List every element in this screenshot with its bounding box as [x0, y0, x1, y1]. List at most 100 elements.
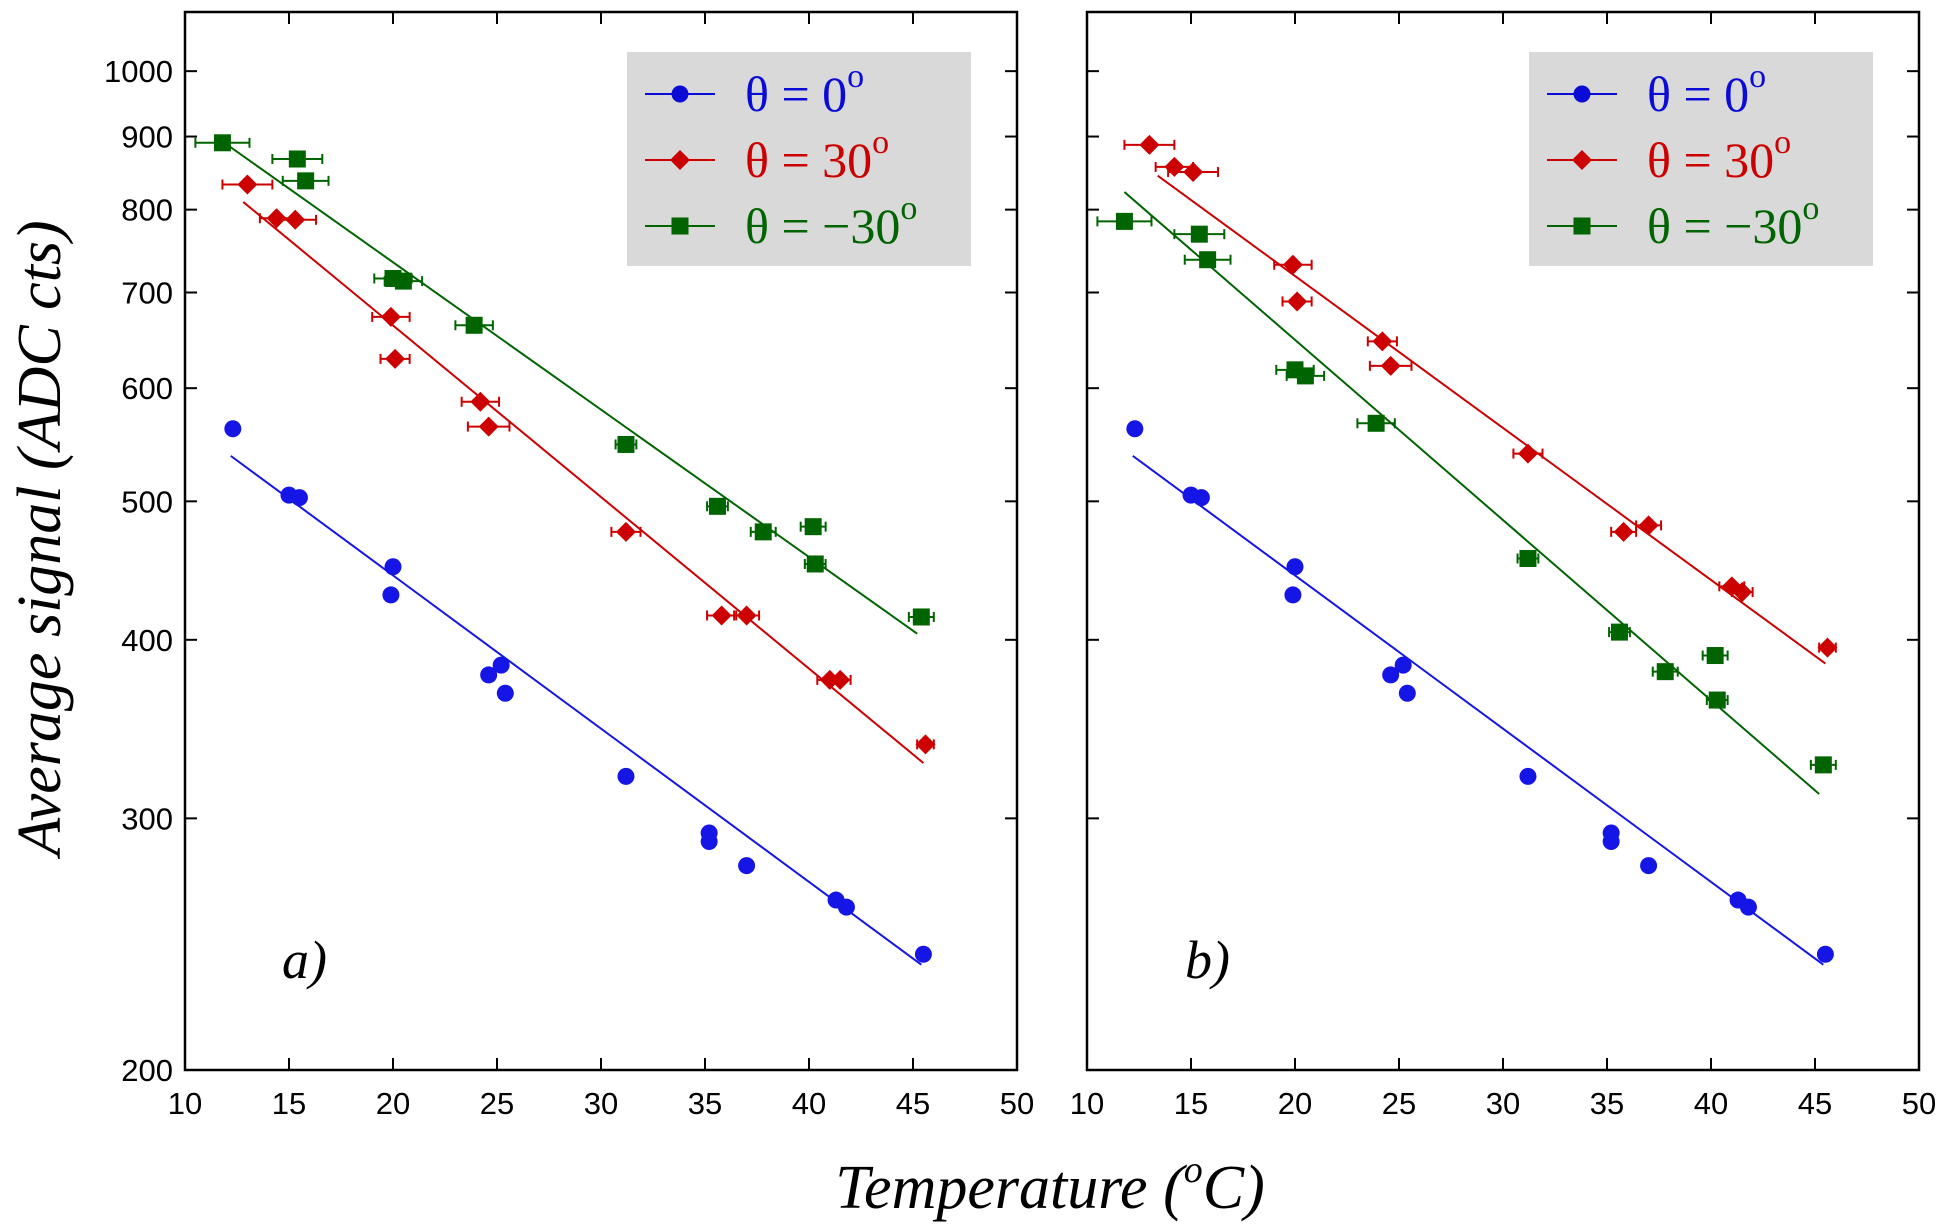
data-point	[1814, 756, 1832, 774]
data-point	[1282, 254, 1303, 275]
data-point	[806, 555, 824, 573]
legend-label: θ = 30o	[1647, 124, 1791, 188]
legend-label: θ = −30o	[745, 190, 917, 254]
legend-label-sup: o	[872, 124, 889, 161]
data-point	[1394, 656, 1412, 674]
data-point	[804, 518, 822, 536]
data-point	[1602, 833, 1620, 851]
data-point	[290, 489, 308, 507]
panel-a: 10 15 20 25 30 35 40 45 50 200 300 400 500 600 700 800 9…	[104, 10, 1034, 1121]
data-point	[617, 767, 635, 785]
x-tick-label: 35	[688, 1086, 722, 1121]
data-point	[1367, 414, 1385, 432]
data-point	[1372, 331, 1393, 352]
data-point	[711, 605, 732, 626]
data-point	[617, 435, 635, 453]
data-point	[1380, 355, 1401, 376]
x-tick-label: 40	[1694, 1086, 1728, 1121]
x-tick-label: 45	[1798, 1086, 1832, 1121]
legend-label-sup: o	[1749, 58, 1766, 95]
data-point	[385, 348, 406, 369]
data-point	[700, 833, 718, 851]
data-point	[1287, 291, 1308, 312]
data-point	[1192, 489, 1210, 507]
y-tick-label: 1000	[104, 54, 173, 89]
legend-label-text: θ = 30	[745, 132, 872, 188]
legend-marker	[671, 217, 689, 235]
x-tick-label: 20	[376, 1086, 410, 1121]
fit-line	[1157, 174, 1826, 665]
data-point	[615, 521, 636, 542]
data-point	[382, 586, 400, 604]
data-point	[1382, 666, 1400, 684]
data-point	[380, 306, 401, 327]
legend-label-text: θ = 0	[745, 66, 847, 122]
legend-marker	[1572, 150, 1592, 170]
data-point	[1739, 898, 1757, 916]
panel-label: a)	[282, 930, 327, 990]
data-point	[1519, 550, 1537, 568]
fit-line	[230, 455, 922, 966]
x-tick-label: 25	[480, 1086, 514, 1121]
data-point	[1183, 162, 1204, 183]
x-axis-title-unit: C)	[1203, 1154, 1265, 1222]
data-point	[708, 497, 726, 515]
data-point	[736, 605, 757, 626]
data-point	[1199, 251, 1217, 269]
data-point	[237, 174, 258, 195]
data-point	[285, 209, 306, 230]
legend-label: θ = 30o	[745, 124, 889, 188]
data-point	[1656, 663, 1674, 681]
x-tick-label: 15	[1174, 1086, 1208, 1121]
data-point	[1640, 857, 1658, 875]
data-point	[1816, 945, 1834, 963]
y-axis-title: Average signal (ADC cts)	[6, 220, 74, 859]
x-tick-label: 10	[1070, 1086, 1104, 1121]
data-point	[837, 898, 855, 916]
data-point	[394, 272, 412, 290]
y-tick-label: 900	[121, 120, 173, 155]
y-tick-label: 500	[121, 484, 173, 519]
legend-label-text: θ = −30	[745, 198, 900, 254]
legend-label: θ = 0o	[745, 58, 864, 122]
data-point	[266, 208, 287, 229]
legend-label-text: θ = 30	[1647, 132, 1774, 188]
data-point	[1638, 515, 1659, 536]
fit-line	[221, 140, 918, 635]
data-point	[1517, 443, 1538, 464]
x-tick-label: 50	[1902, 1086, 1936, 1121]
legend-label-sup: o	[1774, 124, 1791, 161]
data-point	[1817, 637, 1838, 658]
data-point	[224, 420, 242, 438]
x-tick-label: 20	[1278, 1086, 1312, 1121]
legend-marker	[1573, 85, 1591, 103]
data-point	[470, 391, 491, 412]
data-point	[1284, 586, 1302, 604]
x-tick-label: 30	[1486, 1086, 1520, 1121]
data-point	[1610, 623, 1628, 641]
x-tick-label: 50	[1000, 1086, 1034, 1121]
legend-marker	[670, 150, 690, 170]
data-point	[297, 172, 315, 190]
legend-label-text: θ = 0	[1647, 66, 1749, 122]
data-point	[1732, 582, 1753, 603]
y-tick-label: 600	[121, 371, 173, 406]
x-tick-label: 25	[1382, 1086, 1416, 1121]
data-point	[914, 945, 932, 963]
y-tick-label: 200	[121, 1053, 173, 1088]
data-point	[1286, 558, 1304, 576]
legend-marker	[1573, 217, 1591, 235]
legend-marker	[671, 85, 689, 103]
y-tick-label: 700	[121, 276, 173, 311]
panel-label: b)	[1185, 930, 1230, 990]
data-point	[288, 150, 306, 168]
data-point	[1115, 212, 1133, 230]
fit-line	[242, 201, 925, 764]
y-tick-label: 400	[121, 623, 173, 658]
fit-line	[1132, 455, 1824, 966]
data-point	[1706, 647, 1724, 665]
x-tick-label: 40	[792, 1086, 826, 1121]
data-point	[1126, 420, 1144, 438]
x-axis-title: Temperature (oC)	[835, 1149, 1264, 1222]
